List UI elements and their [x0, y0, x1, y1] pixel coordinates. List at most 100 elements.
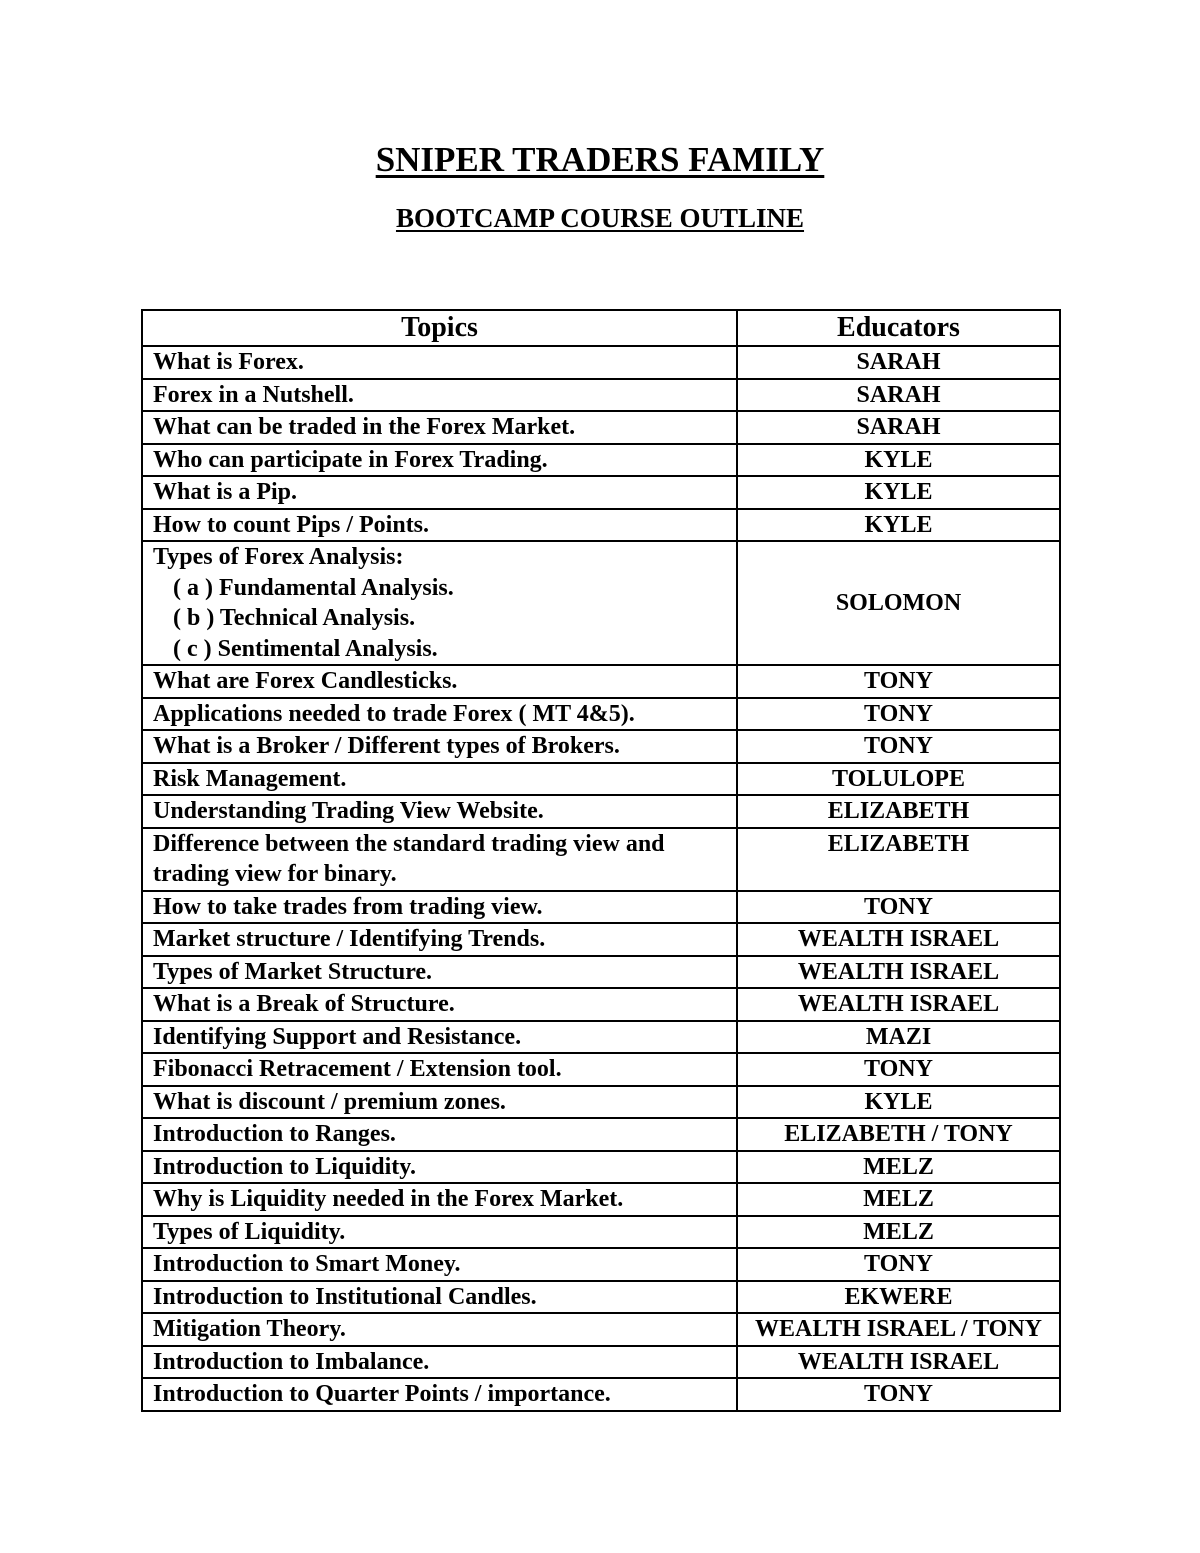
table-row: What is Forex. SARAH [141, 345, 1061, 380]
educator-cell: WEALTH ISRAEL [736, 987, 1061, 1022]
topic-text: Types of Liquidity. [153, 1218, 346, 1245]
topic-text: Introduction to Liquidity. [153, 1153, 416, 1180]
document-subtitle: BOOTCAMP COURSE OUTLINE [395, 203, 805, 233]
topic-cell: Introduction to Liquidity. [141, 1149, 738, 1184]
table-row: Types of Market Structure. WEALTH ISRAEL [141, 954, 1061, 989]
topic-text: Understanding Trading View Website. [153, 798, 544, 824]
topic-text: How to take trades from trading view. [153, 893, 543, 920]
topic-text: Introduction to Ranges. [153, 1121, 396, 1147]
topic-cell: Who can participate in Forex Trading. [141, 442, 738, 477]
topic-text: How to count Pips / Points. [153, 511, 430, 538]
topic-cell: Types of Forex Analysis: ( a ) Fundamenta… [141, 540, 738, 666]
table-row: Understanding Trading View Website. ELIZA… [141, 794, 1061, 829]
educator-cell: TONY [736, 696, 1061, 731]
topic-text: Introduction to Institutional Candles. [153, 1283, 537, 1310]
topic-cell: How to take trades from trading view. [141, 889, 738, 924]
table-row: Introduction to Smart Money. TONY [141, 1247, 1061, 1282]
table-row: Market structure / Identifying Trends. WE… [141, 922, 1061, 957]
topic-text: Introduction to Smart Money. [153, 1251, 461, 1277]
educator-cell: SOLOMON [736, 540, 1061, 666]
table-row: How to take trades from trading view. TON… [141, 889, 1061, 924]
table-row: Identifying Support and Resistance. MAZI [141, 1019, 1061, 1054]
educator-cell: SARAH [736, 377, 1061, 412]
educator-cell: MELZ [736, 1149, 1061, 1184]
educator-cell: TONY [736, 889, 1061, 924]
table-row: What is discount / premium zones. KYLE [141, 1084, 1061, 1119]
topic-cell: Understanding Trading View Website. [141, 794, 738, 829]
topic-cell: Risk Management. [141, 761, 738, 796]
educator-cell: WEALTH ISRAEL [736, 922, 1061, 957]
table-header-row: Topics Educators [141, 309, 1061, 347]
topic-cell: Introduction to Quarter Points / importa… [141, 1377, 738, 1412]
table-row: Mitigation Theory. WEALTH ISRAEL / TONY [141, 1312, 1061, 1347]
table-row: Who can participate in Forex Trading. KYL… [141, 442, 1061, 477]
educator-cell: TONY [736, 1247, 1061, 1282]
topic-cell: Identifying Support and Resistance. [141, 1019, 738, 1054]
educator-cell: EKWERE [736, 1279, 1061, 1314]
educator-cell: MELZ [736, 1182, 1061, 1217]
topic-cell: Introduction to Institutional Candles. [141, 1279, 738, 1314]
table-row: Risk Management. TOLULOPE [141, 761, 1061, 796]
topic-text: Types of Forex Analysis: [153, 544, 404, 570]
topic-cell: What is Forex. [141, 345, 738, 380]
topic-text: Fibonacci Retracement / Extension tool. [153, 1056, 562, 1082]
educator-cell: SARAH [736, 345, 1061, 380]
educator-cell: SARAH [736, 410, 1061, 445]
topic-text: What is a Broker / Different types of Br… [153, 733, 620, 759]
educator-cell: MELZ [736, 1214, 1061, 1249]
table-row: What is a Break of Structure. WEALTH ISRA… [141, 987, 1061, 1022]
table-row: Types of Liquidity. MELZ [141, 1214, 1061, 1249]
educator-cell: ELIZABETH / TONY [736, 1117, 1061, 1152]
table-row: Why is Liquidity needed in the Forex Mar… [141, 1182, 1061, 1217]
topic-cell: Mitigation Theory. [141, 1312, 738, 1347]
topic-text: Applications needed to trade Forex ( MT … [153, 700, 635, 727]
topic-cell: Why is Liquidity needed in the Forex Mar… [141, 1182, 738, 1217]
table-row: What is a Broker / Different types of Br… [141, 729, 1061, 764]
topic-text: What is discount / premium zones. [153, 1088, 506, 1115]
educator-cell: TOLULOPE [736, 761, 1061, 796]
topic-cell: Introduction to Smart Money. [141, 1247, 738, 1282]
topic-cell: What is a Break of Structure. [141, 987, 738, 1022]
topic-cell: Introduction to Ranges. [141, 1117, 738, 1152]
table-row: Types of Forex Analysis: ( a ) Fundamenta… [141, 540, 1061, 666]
educator-cell: KYLE [736, 507, 1061, 542]
educator-cell: ELIZABETH [736, 826, 1061, 892]
topic-text: Introduction to Quarter Points / importa… [153, 1381, 611, 1407]
table-row: How to count Pips / Points. KYLE [141, 507, 1061, 542]
educator-cell: KYLE [736, 475, 1061, 510]
topic-cell: What is a Pip. [141, 475, 738, 510]
table-row: What can be traded in the Forex Market. S… [141, 410, 1061, 445]
table-row: Difference between the standard trading … [141, 826, 1061, 892]
topic-text: Mitigation Theory. [153, 1316, 346, 1342]
educator-cell: WEALTH ISRAEL / TONY [736, 1312, 1061, 1347]
topic-subitem: ( c ) Sentimental Analysis. [173, 635, 438, 662]
header-educators: Educators [736, 309, 1061, 347]
topic-cell: Difference between the standard trading … [141, 826, 738, 892]
topic-text: Forex in a Nutshell. [153, 381, 354, 408]
topic-cell: How to count Pips / Points. [141, 507, 738, 542]
topic-text: What are Forex Candlesticks. [153, 668, 458, 694]
topic-cell: What can be traded in the Forex Market. [141, 410, 738, 445]
topic-cell: Introduction to Imbalance. [141, 1344, 738, 1379]
topic-cell: What is a Broker / Different types of Br… [141, 729, 738, 764]
topic-text: Types of Market Structure. [153, 958, 433, 985]
table-row: Applications needed to trade Forex ( MT … [141, 696, 1061, 731]
educator-cell: KYLE [736, 442, 1061, 477]
table-row: Introduction to Ranges. ELIZABETH / TONY [141, 1117, 1061, 1152]
educator-cell: WEALTH ISRAEL [736, 954, 1061, 989]
table-row: Introduction to Institutional Candles. EK… [141, 1279, 1061, 1314]
table-row: Introduction to Liquidity. MELZ [141, 1149, 1061, 1184]
table-row: Introduction to Imbalance. WEALTH ISRAEL [141, 1344, 1061, 1379]
topic-cell: Types of Market Structure. [141, 954, 738, 989]
topic-cell: What are Forex Candlesticks. [141, 664, 738, 699]
topic-subitem: ( a ) Fundamental Analysis. [173, 574, 454, 601]
topic-text: Introduction to Imbalance. [153, 1348, 430, 1375]
educator-cell: TONY [736, 1377, 1061, 1412]
table-row: Introduction to Quarter Points / importa… [141, 1377, 1061, 1412]
topic-cell: What is discount / premium zones. [141, 1084, 738, 1119]
topic-subitem: ( b ) Technical Analysis. [173, 605, 416, 631]
educator-cell: KYLE [736, 1084, 1061, 1119]
educator-cell: WEALTH ISRAEL [736, 1344, 1061, 1379]
educator-cell: TONY [736, 664, 1061, 699]
topic-text: Identifying Support and Resistance. [153, 1023, 522, 1050]
